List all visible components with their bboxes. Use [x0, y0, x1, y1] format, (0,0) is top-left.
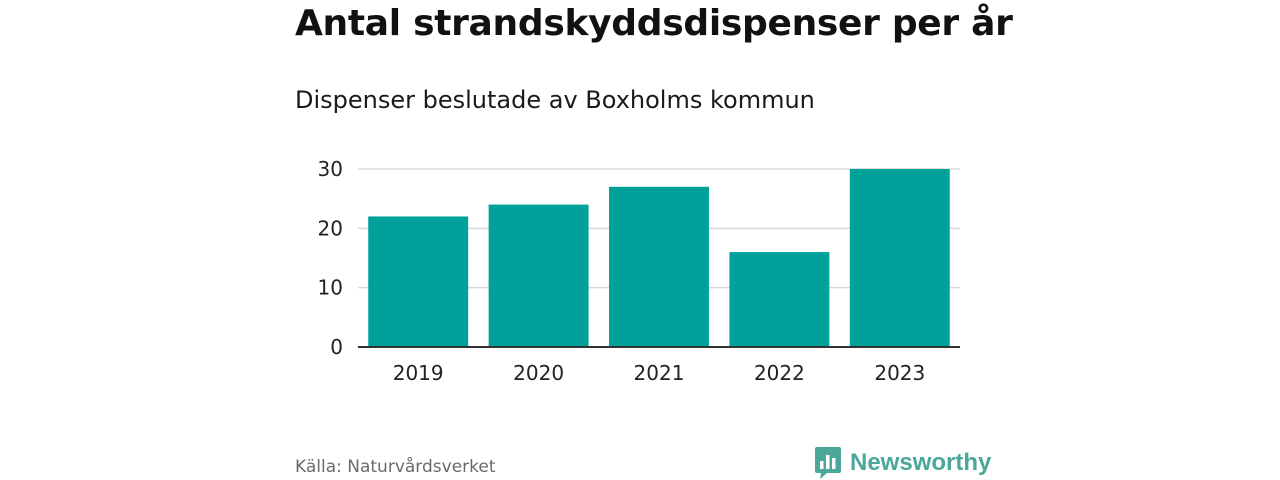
bar [368, 216, 469, 347]
brand-name: Newsworthy [850, 449, 992, 476]
bar [729, 252, 830, 347]
chart-subtitle: Dispenser beslutade av Boxholms kommun [295, 86, 815, 114]
newsworthy-logo: Newsworthy [814, 446, 991, 480]
x-tick-label: 2020 [513, 361, 564, 385]
source-note: Källa: Naturvårdsverket [295, 457, 496, 477]
y-tick-label: 20 [318, 216, 343, 240]
chart-title: Antal strandskyddsdispenser per år [295, 3, 1013, 44]
newsworthy-logo-icon [815, 447, 841, 479]
x-tick-label: 2023 [874, 361, 925, 385]
x-tick-label: 2022 [754, 361, 805, 385]
bar [609, 186, 709, 347]
x-tick-label: 2021 [634, 361, 685, 385]
y-tick-label: 30 [318, 157, 343, 181]
y-tick-label: 0 [330, 335, 343, 359]
bar [849, 169, 950, 347]
bar [488, 204, 589, 347]
x-tick-label: 2019 [393, 361, 444, 385]
y-tick-label: 10 [318, 276, 343, 300]
